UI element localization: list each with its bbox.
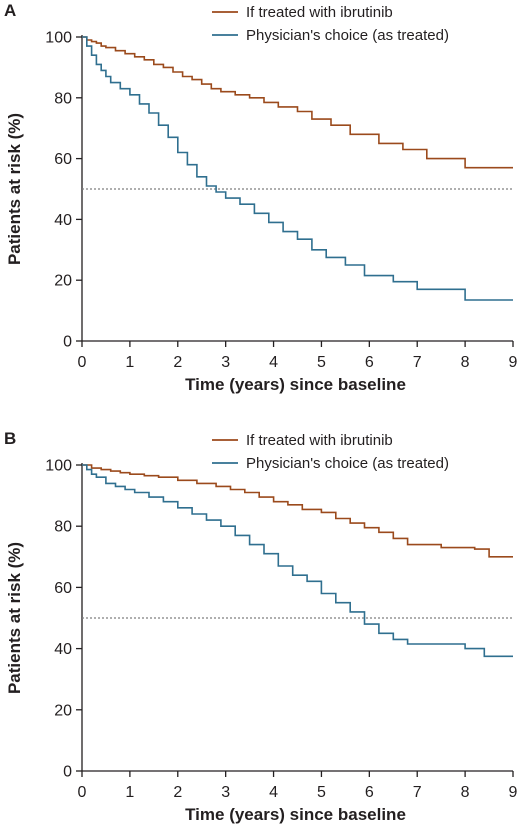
y-tick-label: 60	[54, 151, 72, 168]
x-tick-label: 4	[269, 784, 278, 801]
y-tick-label: 100	[45, 458, 72, 475]
x-tick-label: 2	[173, 784, 182, 801]
x-tick-label: 5	[317, 354, 326, 371]
x-tick-label: 8	[461, 784, 470, 801]
y-tick-label: 100	[45, 30, 72, 47]
y-tick-label: 40	[54, 212, 72, 229]
x-tick-label: 4	[269, 354, 278, 371]
series-physicians-choice-curve	[82, 464, 513, 658]
panel-a: A 0 20 40 60 80 100 0 1 2 3 4 5 6 7 8 9 Time (years) sinc…	[4, 1, 518, 394]
y-tick-label: 80	[54, 519, 72, 536]
y-tick-label: 60	[54, 580, 72, 597]
x-tick-label: 6	[365, 784, 374, 801]
x-tick-label: 8	[461, 354, 470, 371]
panel-b: B 0 20 40 60 80 100 0 1 2 3 4 5 6 7 8 9 Time (years) sinc…	[4, 429, 518, 824]
y-axis-title: Patients at risk (%)	[5, 542, 24, 694]
x-tick-label: 9	[509, 784, 518, 801]
y-tick-label: 20	[54, 273, 72, 290]
legend-label: Physician's choice (as treated)	[246, 27, 449, 44]
x-tick-label: 2	[173, 354, 182, 371]
legend-label: If treated with ibrutinib	[246, 4, 393, 21]
legend-label: If treated with ibrutinib	[246, 432, 393, 449]
x-tick-label: 0	[78, 784, 87, 801]
x-axis-title: Time (years) since baseline	[185, 375, 406, 394]
x-tick-label: 1	[125, 784, 134, 801]
series-ibrutinib-curve	[82, 464, 513, 558]
x-tick-label: 7	[413, 784, 422, 801]
series-physicians-choice-curve	[82, 36, 513, 301]
panel-label: B	[4, 429, 16, 448]
x-tick-label: 7	[413, 354, 422, 371]
x-axis-title: Time (years) since baseline	[185, 805, 406, 824]
y-axis-title: Patients at risk (%)	[5, 113, 24, 265]
x-tick-label: 9	[509, 354, 518, 371]
y-tick-label: 80	[54, 90, 72, 107]
x-tick-label: 5	[317, 784, 326, 801]
y-tick-label: 20	[54, 702, 72, 719]
x-tick-label: 3	[221, 354, 230, 371]
x-tick-label: 1	[125, 354, 134, 371]
x-tick-label: 3	[221, 784, 230, 801]
x-tick-label: 0	[78, 354, 87, 371]
x-tick-label: 6	[365, 354, 374, 371]
y-tick-label: 0	[63, 764, 72, 781]
y-tick-label: 0	[63, 334, 72, 351]
series-ibrutinib-curve	[82, 36, 513, 169]
legend-label: Physician's choice (as treated)	[246, 455, 449, 472]
y-tick-label: 40	[54, 641, 72, 658]
panel-label: A	[4, 1, 16, 20]
